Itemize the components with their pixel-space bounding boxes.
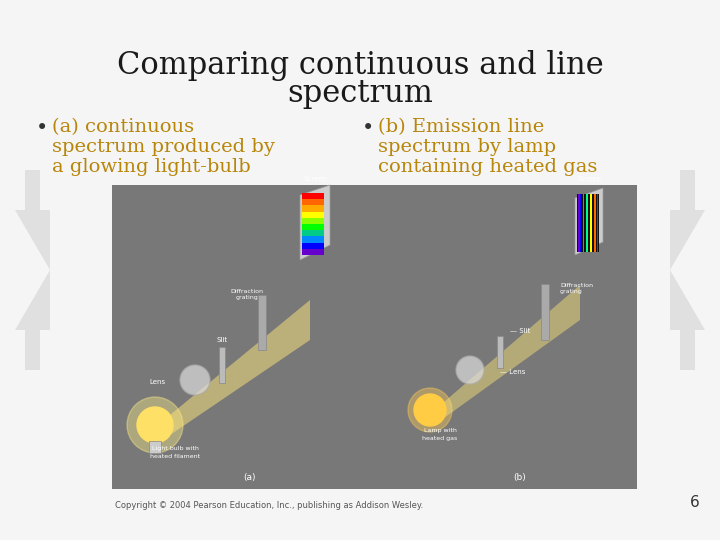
Bar	[302, 224, 324, 230]
Text: •: •	[362, 118, 374, 138]
Text: (b): (b)	[513, 473, 526, 482]
Bar	[590, 194, 592, 252]
Bar	[302, 230, 324, 237]
Text: Light bulb with: Light bulb with	[152, 446, 199, 451]
Bar	[302, 212, 324, 218]
Text: Lamp with: Lamp with	[423, 428, 456, 433]
Text: spectrum by lamp: spectrum by lamp	[378, 138, 556, 156]
Text: Screen: Screen	[577, 176, 601, 182]
Bar	[578, 194, 580, 252]
Bar	[258, 295, 266, 350]
Text: (b) Emission line: (b) Emission line	[378, 118, 544, 136]
Bar	[219, 347, 225, 383]
Text: Screen: Screen	[303, 176, 327, 182]
Circle shape	[408, 388, 452, 432]
Circle shape	[127, 397, 183, 453]
Bar	[594, 194, 595, 252]
Circle shape	[137, 407, 173, 443]
Polygon shape	[444, 285, 580, 418]
Polygon shape	[170, 300, 310, 435]
Text: (a): (a)	[244, 473, 256, 482]
Text: Comparing continuous and line: Comparing continuous and line	[117, 50, 603, 81]
Bar	[302, 242, 324, 249]
Text: spectrum: spectrum	[287, 78, 433, 109]
Text: Diffraction
grating: Diffraction grating	[560, 283, 593, 294]
Bar	[149, 441, 161, 453]
Bar	[586, 194, 588, 252]
Circle shape	[456, 356, 484, 384]
Text: heated filament: heated filament	[150, 454, 200, 459]
Bar	[582, 194, 584, 252]
Circle shape	[180, 365, 210, 395]
Polygon shape	[300, 185, 330, 260]
Polygon shape	[670, 270, 705, 370]
Bar	[302, 249, 324, 255]
Bar	[302, 237, 324, 242]
Bar	[580, 194, 581, 252]
Bar	[302, 193, 324, 199]
Text: Slit: Slit	[217, 337, 228, 343]
Text: a glowing light-bulb: a glowing light-bulb	[52, 158, 251, 176]
Text: •: •	[36, 118, 48, 138]
Bar	[302, 199, 324, 205]
Bar	[112, 185, 637, 489]
Bar	[302, 218, 324, 224]
Bar	[541, 284, 549, 340]
Text: 6: 6	[690, 495, 700, 510]
Circle shape	[414, 394, 446, 426]
Polygon shape	[670, 170, 705, 270]
Bar	[497, 336, 503, 368]
Text: heated gas: heated gas	[423, 436, 458, 441]
Polygon shape	[15, 170, 50, 270]
Text: Diffraction
grating: Diffraction grating	[230, 289, 264, 300]
Text: (a) continuous: (a) continuous	[52, 118, 194, 136]
Polygon shape	[575, 188, 603, 255]
Polygon shape	[15, 270, 50, 370]
Text: Lens: Lens	[149, 379, 165, 385]
Bar	[577, 194, 599, 252]
Bar	[302, 205, 324, 212]
Bar	[597, 194, 598, 252]
Text: spectrum produced by: spectrum produced by	[52, 138, 275, 156]
Text: Copyright © 2004 Pearson Education, Inc., publishing as Addison Wesley.: Copyright © 2004 Pearson Education, Inc.…	[115, 501, 423, 510]
Text: containing heated gas: containing heated gas	[378, 158, 598, 176]
Text: — Slit: — Slit	[510, 328, 531, 334]
Text: — Lens: — Lens	[500, 369, 526, 375]
